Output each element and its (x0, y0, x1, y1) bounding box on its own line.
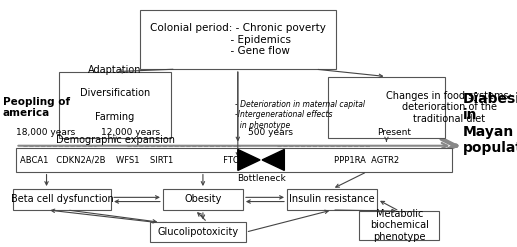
Text: Metabolic
biochemical
phenotype: Metabolic biochemical phenotype (370, 209, 429, 242)
Text: Peopling of
america: Peopling of america (3, 97, 70, 118)
Text: Glucolipotoxicity: Glucolipotoxicity (157, 227, 238, 237)
Text: - Deterioration in maternal capital
-Intergenerational effects
  in phenotype: - Deterioration in maternal capital -Int… (235, 100, 365, 130)
Text: Obesity: Obesity (184, 194, 222, 205)
Polygon shape (262, 149, 284, 170)
Text: Insulin resistance: Insulin resistance (290, 194, 375, 205)
Text: ABCA1   CDKN2A/2B    WFS1    SIRT1                   FTO                        : ABCA1 CDKN2A/2B WFS1 SIRT1 FTO (20, 155, 399, 165)
Text: 18,000 years: 18,000 years (16, 128, 75, 137)
Text: Changes in food systems:
deterioration of the
traditional diet: Changes in food systems: deterioration o… (387, 91, 512, 124)
FancyBboxPatch shape (13, 189, 111, 210)
Text: 500 years: 500 years (248, 128, 293, 137)
FancyBboxPatch shape (328, 77, 445, 138)
FancyBboxPatch shape (140, 10, 336, 69)
FancyBboxPatch shape (16, 148, 452, 172)
Polygon shape (238, 149, 260, 170)
FancyBboxPatch shape (59, 72, 171, 138)
Text: 12,000 years: 12,000 years (101, 128, 160, 137)
Text: Adaptation

Diversification

Farming

Demographic expansion: Adaptation Diversification Farming Demog… (55, 65, 175, 145)
Text: Bottleneck: Bottleneck (237, 174, 285, 183)
Text: Colonial period: - Chronic poverty
              - Epidemics
              - Gen: Colonial period: - Chronic poverty - Epi… (150, 23, 326, 56)
FancyBboxPatch shape (359, 211, 439, 240)
FancyBboxPatch shape (287, 189, 377, 210)
FancyBboxPatch shape (150, 222, 246, 242)
FancyBboxPatch shape (163, 189, 243, 210)
Text: Diabesity
in
Mayan
population: Diabesity in Mayan population (463, 92, 517, 155)
Text: Beta cell dysfunction: Beta cell dysfunction (11, 194, 113, 205)
Text: Present: Present (377, 128, 412, 137)
